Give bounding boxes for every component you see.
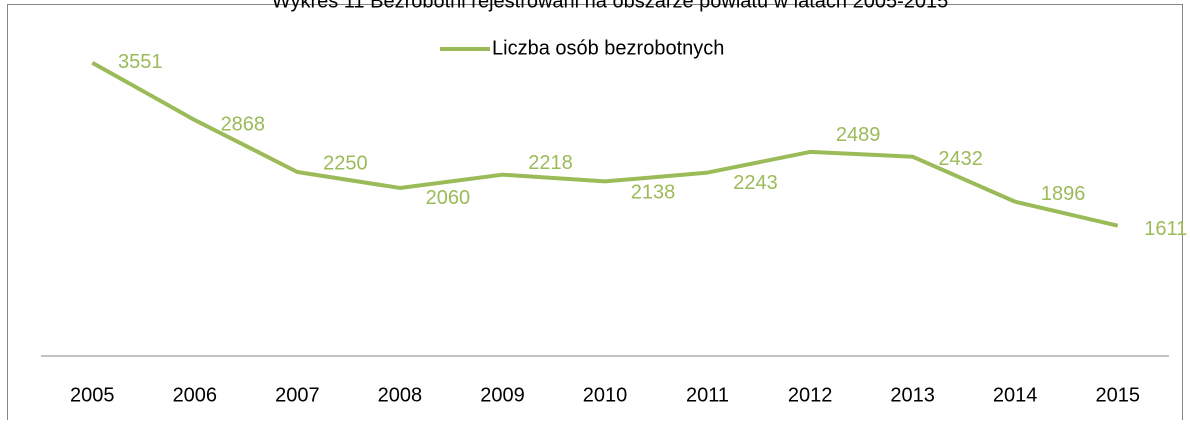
data-line bbox=[91, 60, 1119, 228]
data-label: 2138 bbox=[631, 182, 676, 204]
x-tick-label: 2010 bbox=[583, 384, 628, 406]
x-tick-label: 2013 bbox=[890, 384, 935, 406]
x-tick-label: 2005 bbox=[70, 384, 115, 406]
x-tick-label: 2015 bbox=[1095, 384, 1140, 406]
data-label: 1896 bbox=[1041, 183, 1086, 205]
data-label: 2243 bbox=[733, 172, 778, 194]
x-tick-label: 2008 bbox=[378, 384, 423, 406]
data-label: 2868 bbox=[221, 113, 266, 135]
x-tick-label: 2012 bbox=[788, 384, 833, 406]
chart-title: Wykres 11 Bezrobotni rejestrowani na obs… bbox=[272, 0, 948, 12]
data-label: 2432 bbox=[938, 148, 983, 170]
x-tick-label: 2011 bbox=[686, 384, 729, 406]
legend-label: Liczba osób bezrobotnych bbox=[492, 37, 724, 59]
x-tick-label: 2014 bbox=[993, 384, 1038, 406]
chart-frame bbox=[7, 4, 1183, 425]
data-label: 2250 bbox=[323, 152, 368, 174]
data-label: 2489 bbox=[836, 124, 881, 146]
data-label: 2218 bbox=[528, 152, 573, 174]
data-label: 3551 bbox=[118, 51, 163, 73]
data-label: 2060 bbox=[426, 187, 471, 209]
x-tick-label: 2007 bbox=[275, 384, 320, 406]
data-label: 1611 bbox=[1144, 218, 1187, 240]
x-tick-label: 2006 bbox=[173, 384, 218, 406]
x-tick-label: 2009 bbox=[480, 384, 525, 406]
